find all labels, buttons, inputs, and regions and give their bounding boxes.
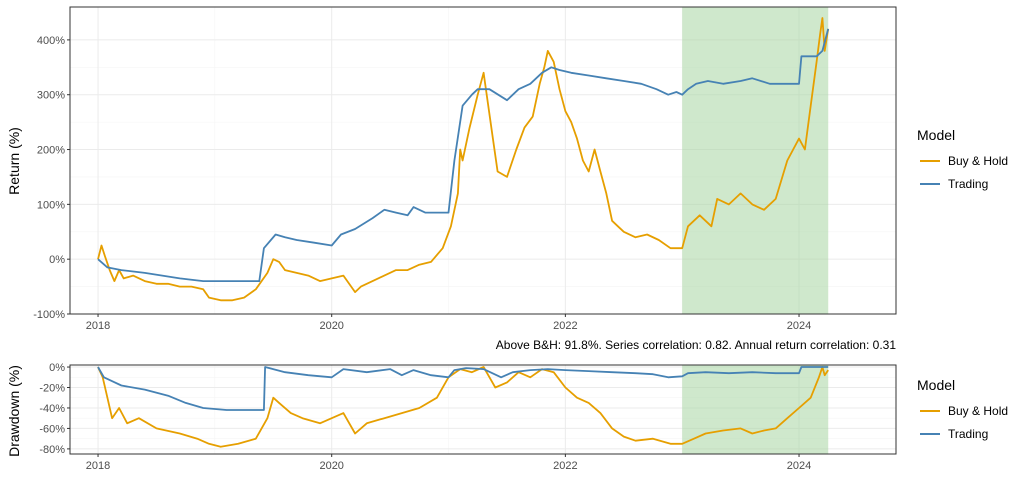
y-tick-label: -40% <box>39 403 65 415</box>
buy-hold-line <box>97 17 830 302</box>
return-panel: 2018 2020 2022 2024 -100% 0% 100% 200% 300% 400% <box>33 6 897 332</box>
x-tick-label: 2024 <box>787 460 811 472</box>
trading-line <box>97 366 829 411</box>
drawdown-panel: 2018 2020 2022 2024 -80% -60% -40% -20% 0% <box>39 362 897 472</box>
highlight-period <box>682 365 829 454</box>
y-tick-label: -100% <box>33 309 65 321</box>
y-tick-label: 200% <box>37 145 65 157</box>
x-tick-label: 2024 <box>787 320 811 332</box>
panel-border <box>69 364 897 455</box>
legend-label-buy-hold: Buy & Hold <box>948 404 1008 418</box>
y-tick-label: 0% <box>49 254 65 266</box>
trading-line <box>97 28 830 282</box>
y-tick-label: -80% <box>39 444 65 456</box>
drawdown-legend-title: Model <box>917 377 955 393</box>
panel-border <box>69 6 897 315</box>
correlation-caption: Above B&H: 91.8%. Series correlation: 0.… <box>496 338 897 352</box>
return-y-axis-title: Return (%) <box>6 127 22 195</box>
drawdown-legend: Model Buy & Hold Trading <box>917 377 1008 441</box>
legend-label-trading: Trading <box>948 427 988 441</box>
x-tick-label: 2022 <box>553 460 577 472</box>
return-legend: Model Buy & Hold Trading <box>917 127 1008 191</box>
y-tick-label: 0% <box>49 362 65 374</box>
x-tick-label: 2018 <box>86 320 110 332</box>
legend-label-trading: Trading <box>948 177 988 191</box>
legend-label-buy-hold: Buy & Hold <box>948 154 1008 168</box>
x-tick-label: 2018 <box>86 460 110 472</box>
y-tick-label: 300% <box>37 90 65 102</box>
x-tick-label: 2020 <box>319 460 343 472</box>
x-tick-label: 2020 <box>319 320 343 332</box>
y-tick-label: 100% <box>37 199 65 211</box>
y-tick-label: 400% <box>37 35 65 47</box>
drawdown-y-axis-title: Drawdown (%) <box>6 365 22 457</box>
y-tick-label: -60% <box>39 423 65 435</box>
highlight-period <box>682 7 829 314</box>
x-tick-label: 2022 <box>553 320 577 332</box>
y-tick-label: -20% <box>39 383 65 395</box>
return-legend-title: Model <box>917 127 955 143</box>
